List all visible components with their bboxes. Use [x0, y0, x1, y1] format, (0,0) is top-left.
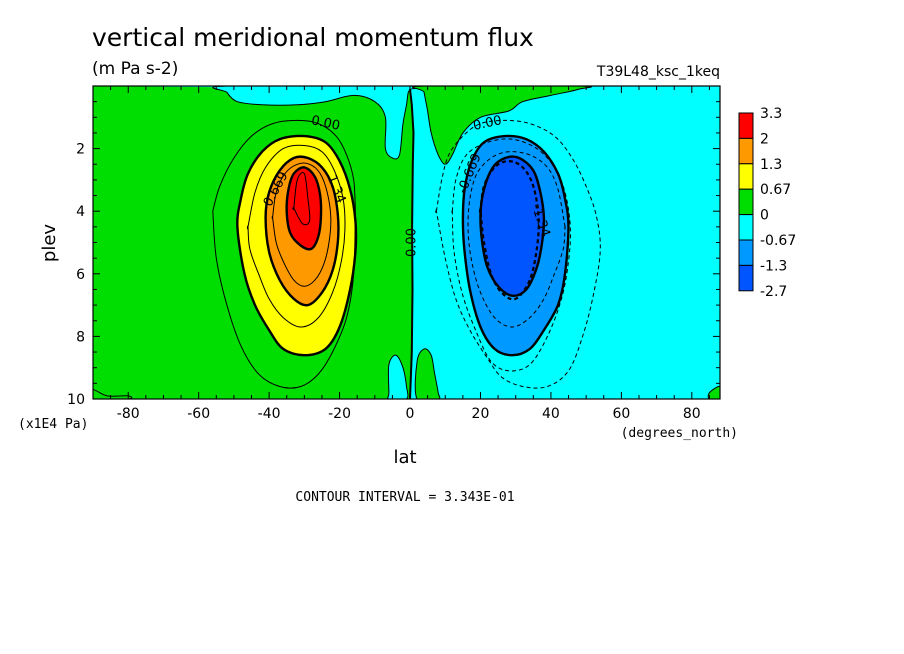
- fill-level-4: [479, 155, 546, 297]
- colorbar-swatch-0: [738, 112, 754, 139]
- colorbar-label-0: 3.3: [760, 106, 782, 122]
- y-tick-label: 6: [76, 267, 85, 283]
- chart-title: vertical meridional momentum flux: [92, 23, 534, 52]
- colorbar-label-3: 0.67: [760, 182, 791, 198]
- colorbar-label-6: -1.3: [760, 258, 787, 274]
- contour-label-3: 0.00: [405, 228, 420, 257]
- inner-contour-3: [467, 151, 567, 328]
- y-tick-label: 2: [76, 142, 85, 158]
- green-region-2: [93, 389, 133, 399]
- colorbar-swatch-1: [738, 137, 754, 165]
- y-tick-label: 10: [67, 392, 85, 408]
- x-tick-label: 80: [683, 406, 701, 422]
- x-tick-label: -80: [117, 406, 140, 422]
- colorbar-label-4: 0: [760, 208, 769, 224]
- contour-label-4: 0.00: [472, 113, 503, 134]
- chart-subtitle: (m Pa s-2): [92, 59, 178, 79]
- contour-label-0: 0.00: [310, 113, 341, 134]
- x-axis-label: lat: [393, 447, 416, 468]
- contour-line-1: [212, 211, 356, 389]
- contour-line-0: [212, 119, 356, 212]
- colorbar-swatch-3: [738, 188, 754, 216]
- y-axis-units: (x1E4 Pa): [18, 417, 88, 432]
- colorbar-swatch-6: [738, 264, 754, 292]
- x-tick-label: -20: [328, 406, 351, 422]
- inner-contour-2: [292, 171, 311, 226]
- plot-area: 0.000.669 1.340.000.00-0.669-1.34: [92, 85, 721, 400]
- contour-line-3: [451, 138, 571, 372]
- zero-contour-line: [409, 88, 415, 399]
- contour-line-2: [435, 119, 601, 389]
- colorbar-swatch-2: [738, 163, 754, 190]
- x-tick-label: 20: [472, 406, 490, 422]
- inner-contour-1: [271, 162, 332, 287]
- green-region-3: [707, 385, 720, 399]
- colorbar-label-2: 1.3: [760, 157, 782, 173]
- y-axis: 2 4 6 8 10: [67, 101, 720, 408]
- y-tick-label: 4: [76, 204, 85, 220]
- y-axis-label: plev: [39, 224, 60, 263]
- fill-level-2: [285, 166, 323, 251]
- x-axis: -80 -60 -40 -20 0 20 40 60 80: [92, 86, 710, 422]
- inner-contour-0: [246, 144, 346, 328]
- colorbar-swatch-4: [738, 214, 754, 241]
- colorbar-swatch-5: [738, 239, 754, 266]
- x-tick-label: 40: [542, 406, 560, 422]
- y-tick-label: 8: [76, 329, 85, 345]
- colorbar-label-7: -2.7: [760, 284, 787, 300]
- x-axis-units: (degrees_north): [621, 426, 738, 441]
- x-tick-label: 0: [406, 406, 415, 422]
- x-tick-label: 60: [612, 406, 630, 422]
- colorbar: 3.3 2 1.3 0.67 0 -0.67 -1.3 -2.7: [738, 106, 796, 300]
- contour-interval-note: CONTOUR INTERVAL = 3.343E-01: [295, 490, 514, 505]
- run-label: T39L48_ksc_1keq: [596, 64, 720, 80]
- x-tick-label: -60: [187, 406, 210, 422]
- x-tick-label: -40: [258, 406, 281, 422]
- colorbar-label-5: -0.67: [760, 233, 796, 249]
- plot-fills: 0.000.669 1.340.000.00-0.669-1.34: [93, 86, 720, 399]
- contour-line-4: [478, 159, 540, 301]
- colorbar-label-1: 2: [760, 131, 769, 147]
- cyan-region-1: [387, 354, 409, 399]
- green-region-0: [412, 86, 593, 165]
